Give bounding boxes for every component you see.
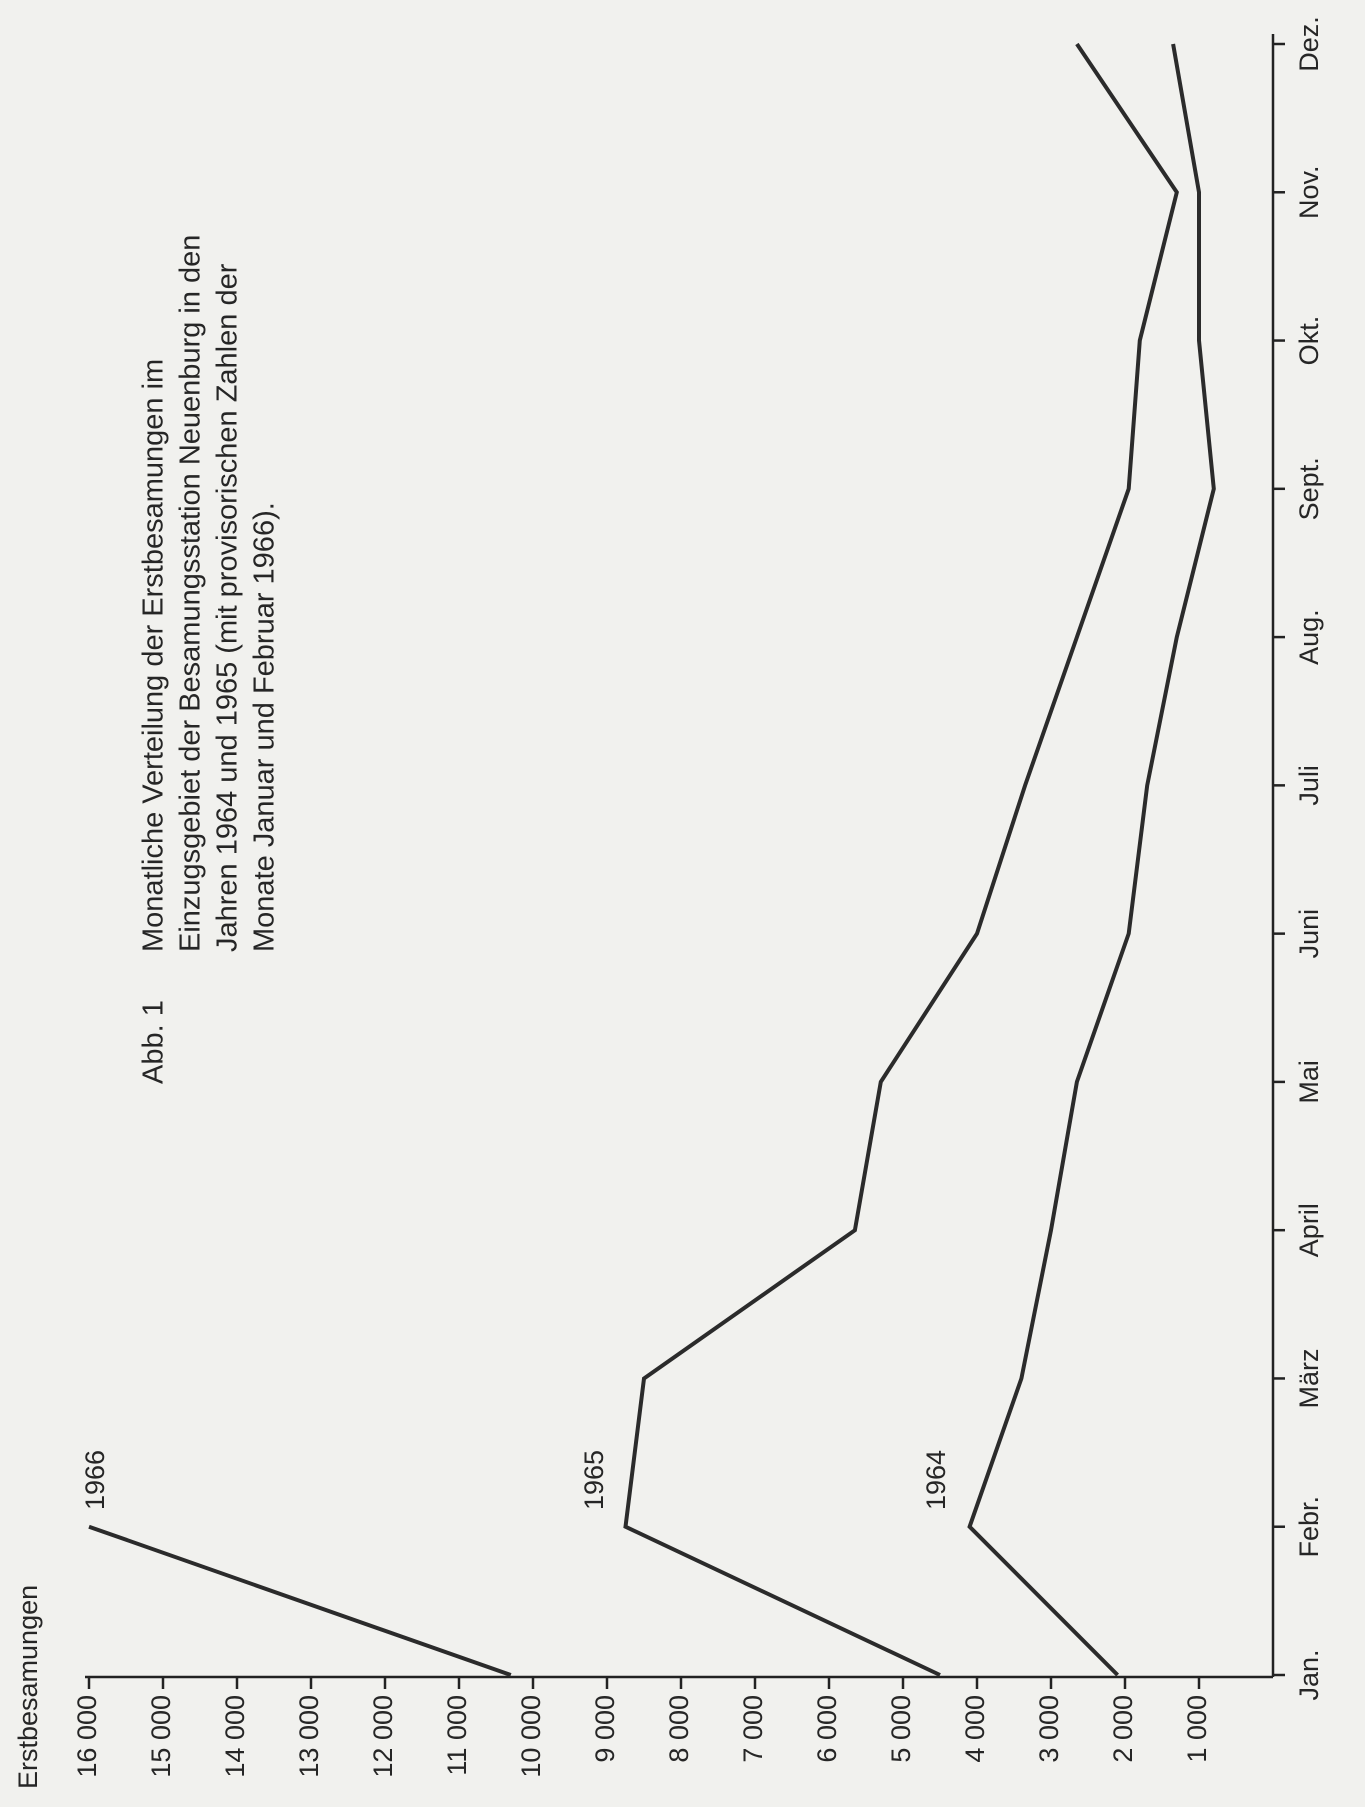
y-tick-label: 2 000 bbox=[1108, 1695, 1138, 1763]
x-tick-label: Juni bbox=[1294, 909, 1324, 959]
y-tick-label: 12 000 bbox=[368, 1695, 398, 1778]
y-tick-label: 10 000 bbox=[516, 1695, 546, 1778]
series-label: 1966 bbox=[80, 1450, 110, 1510]
y-tick-label: 6 000 bbox=[812, 1695, 842, 1763]
x-tick-label: Jan. bbox=[1294, 1649, 1324, 1700]
x-tick-label: Nov. bbox=[1294, 166, 1324, 220]
figure-number: Abb. 1 bbox=[138, 1000, 170, 1084]
y-tick-label: 15 000 bbox=[146, 1695, 176, 1778]
y-tick-label: 9 000 bbox=[590, 1695, 620, 1763]
x-tick-label: Febr. bbox=[1294, 1496, 1324, 1558]
y-tick-label: 13 000 bbox=[294, 1695, 324, 1778]
y-tick-label: 11 000 bbox=[442, 1695, 472, 1776]
x-tick-label: Mai bbox=[1294, 1060, 1324, 1104]
series-line bbox=[623, 42, 1179, 1677]
y-tick-label: 14 000 bbox=[220, 1695, 250, 1778]
y-tick-label: 8 000 bbox=[664, 1695, 694, 1763]
y-tick-label: 16 000 bbox=[72, 1695, 102, 1778]
caption-line: Monate Januar und Februar 1966). bbox=[249, 502, 281, 952]
caption-line: Monatliche Verteilung der Erstbesamungen… bbox=[138, 359, 170, 952]
y-tick-label: 3 000 bbox=[1034, 1695, 1064, 1763]
rotated-chart: Erstbesamungen Abb. 1 Monatliche Verteil… bbox=[13, 16, 1324, 1789]
series-label: 1964 bbox=[921, 1450, 951, 1510]
x-tick-label: April bbox=[1294, 1203, 1324, 1257]
series-line bbox=[88, 1524, 512, 1677]
caption-line: Einzugsgebiet der Besamungsstation Neuen… bbox=[175, 235, 207, 952]
x-tick-label: Sept. bbox=[1294, 457, 1324, 520]
y-tick-label: 7 000 bbox=[738, 1695, 768, 1763]
x-tick-label: Juli bbox=[1294, 765, 1324, 806]
series-line bbox=[967, 43, 1216, 1677]
x-tick-label: März bbox=[1294, 1348, 1324, 1408]
y-axis-title: Erstbesamungen bbox=[13, 1585, 43, 1789]
series-label: 1965 bbox=[579, 1450, 609, 1510]
caption-line: Jahren 1964 und 1965 (mit provisorischen… bbox=[212, 263, 244, 952]
x-tick-label: Dez. bbox=[1294, 16, 1324, 72]
y-tick-label: 5 000 bbox=[886, 1695, 916, 1763]
x-tick-label: Aug. bbox=[1294, 609, 1324, 665]
y-tick-label: 4 000 bbox=[960, 1695, 990, 1763]
x-tick-label: Okt. bbox=[1294, 316, 1324, 366]
y-tick-label: 1 000 bbox=[1182, 1695, 1212, 1763]
